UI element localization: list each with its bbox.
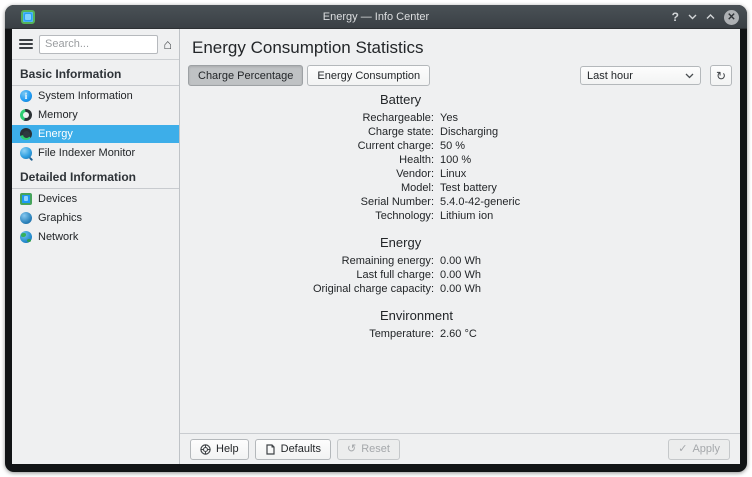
main-panel: Energy Consumption Statistics Charge Per… (180, 29, 740, 464)
magnifier-icon (20, 147, 32, 159)
sidebar-item-label: System Information (38, 90, 133, 102)
field-label: Charge state: (367, 126, 434, 138)
sidebar-item-network[interactable]: Network (12, 228, 179, 246)
app-icon (21, 10, 35, 24)
apply-button[interactable]: ✓ Apply (668, 438, 730, 460)
search-input[interactable] (39, 34, 158, 54)
field-value: 100 % (440, 154, 472, 166)
sidebar-item-energy[interactable]: Energy (12, 125, 179, 143)
chevron-down-icon (685, 73, 694, 78)
form-grid: Remaining energy: 0.00 Wh Last full charge… (180, 255, 740, 296)
window-title: Energy — Info Center (322, 10, 430, 23)
close-button[interactable]: ✕ (724, 9, 739, 25)
field-value: 0.00 Wh (440, 255, 481, 267)
field-label: Temperature: (369, 328, 434, 340)
field-label: Remaining energy: (341, 255, 434, 267)
field-label: Health: (399, 154, 434, 166)
field-value: 50 % (440, 140, 466, 152)
form-grid: Rechargeable: Yes Charge state: Discharging… (180, 112, 740, 223)
field-value: 5.4.0-42-generic (440, 196, 521, 208)
sidebar-list: Basic Information System Information Memor… (12, 60, 179, 464)
titlebar[interactable]: Energy — Info Center ? ✕ (5, 5, 747, 29)
group-title-battery: Battery (380, 92, 422, 107)
field-label: Last full charge: (356, 269, 434, 281)
field-value: 0.00 Wh (440, 269, 481, 281)
document-icon (266, 443, 275, 455)
sidebar-item-memory[interactable]: Memory (12, 106, 179, 124)
help-titlebar-button[interactable]: ? (671, 10, 679, 24)
main-toolbar: Charge Percentage Energy Consumption Las… (180, 65, 740, 86)
memory-icon (20, 109, 32, 121)
sidebar-section-header: Basic Information (12, 60, 179, 86)
sidebar-item-devices[interactable]: Devices (12, 190, 179, 208)
energy-icon (20, 128, 32, 140)
field-label: Serial Number: (360, 196, 434, 208)
hamburger-menu-icon[interactable] (19, 39, 33, 49)
info-icon (20, 90, 32, 102)
field-label: Model: (400, 182, 434, 194)
field-label: Vendor: (396, 168, 434, 180)
sidebar: ⌂ Basic Information System Information Mem… (12, 29, 180, 464)
period-select[interactable]: Last hour (580, 66, 701, 85)
sidebar-section-header: Detailed Information (12, 163, 179, 189)
footer-toolbar: Help Defaults ↺ Reset (180, 433, 740, 464)
refresh-icon: ↻ (715, 68, 727, 83)
network-icon (20, 231, 32, 243)
defaults-button[interactable]: Defaults (254, 438, 331, 460)
tab-energy-consumption[interactable]: Energy Consumption (307, 65, 431, 86)
minimize-button[interactable] (688, 14, 697, 20)
field-value: Discharging (440, 126, 499, 138)
sidebar-item-label: Graphics (38, 212, 83, 224)
help-icon (200, 443, 211, 455)
field-value: 0.00 Wh (440, 283, 481, 295)
undo-icon: ↺ (346, 442, 357, 455)
maximize-button[interactable] (706, 14, 715, 20)
reset-button[interactable]: ↺ Reset (336, 438, 400, 460)
chevron-down-icon (688, 14, 697, 20)
sidebar-toolbar: ⌂ (12, 29, 179, 60)
tab-charge-percentage[interactable]: Charge Percentage (188, 65, 304, 86)
sidebar-item-label: Network (38, 231, 79, 243)
field-value: Linux (440, 168, 467, 180)
sidebar-item-label: Devices (38, 193, 78, 205)
home-icon[interactable]: ⌂ (163, 36, 172, 52)
help-button[interactable]: Help (190, 438, 249, 460)
sidebar-item-graphics[interactable]: Graphics (12, 209, 179, 227)
sidebar-item-label: Memory (38, 109, 78, 121)
refresh-button[interactable]: ↻ (710, 65, 732, 86)
chevron-up-icon (706, 14, 715, 19)
sidebar-item-system-information[interactable]: System Information (12, 87, 179, 105)
form-grid: Temperature: 2.60 °C (180, 328, 740, 341)
field-value: Test battery (440, 182, 497, 194)
sidebar-item-label: File Indexer Monitor (38, 147, 136, 159)
group-title-energy: Energy (380, 235, 422, 250)
page-title: Energy Consumption Statistics (192, 38, 424, 57)
field-value: 2.60 °C (440, 328, 477, 340)
graphics-icon (20, 212, 32, 224)
field-label: Original charge capacity: (312, 283, 434, 295)
checkmark-icon: ✓ (678, 442, 688, 455)
field-label: Technology: (375, 210, 434, 222)
close-icon: ✕ (727, 11, 736, 23)
field-label: Rechargeable: (362, 112, 434, 124)
devices-icon (20, 193, 32, 205)
statistics-content: Battery Rechargeable: Yes Charge state: Disc… (180, 86, 740, 433)
field-value: Yes (440, 112, 458, 124)
period-select-value: Last hour (587, 69, 633, 82)
window-body: ⌂ Basic Information System Information Mem… (12, 29, 740, 464)
sidebar-item-file-indexer-monitor[interactable]: File Indexer Monitor (12, 144, 179, 162)
group-title-environment: Environment (380, 308, 453, 323)
field-value: Lithium ion (440, 210, 494, 222)
field-label: Current charge: (357, 140, 434, 152)
sidebar-item-label: Energy (38, 128, 73, 140)
app-window: Energy — Info Center ? ✕ ⌂ (5, 5, 747, 472)
